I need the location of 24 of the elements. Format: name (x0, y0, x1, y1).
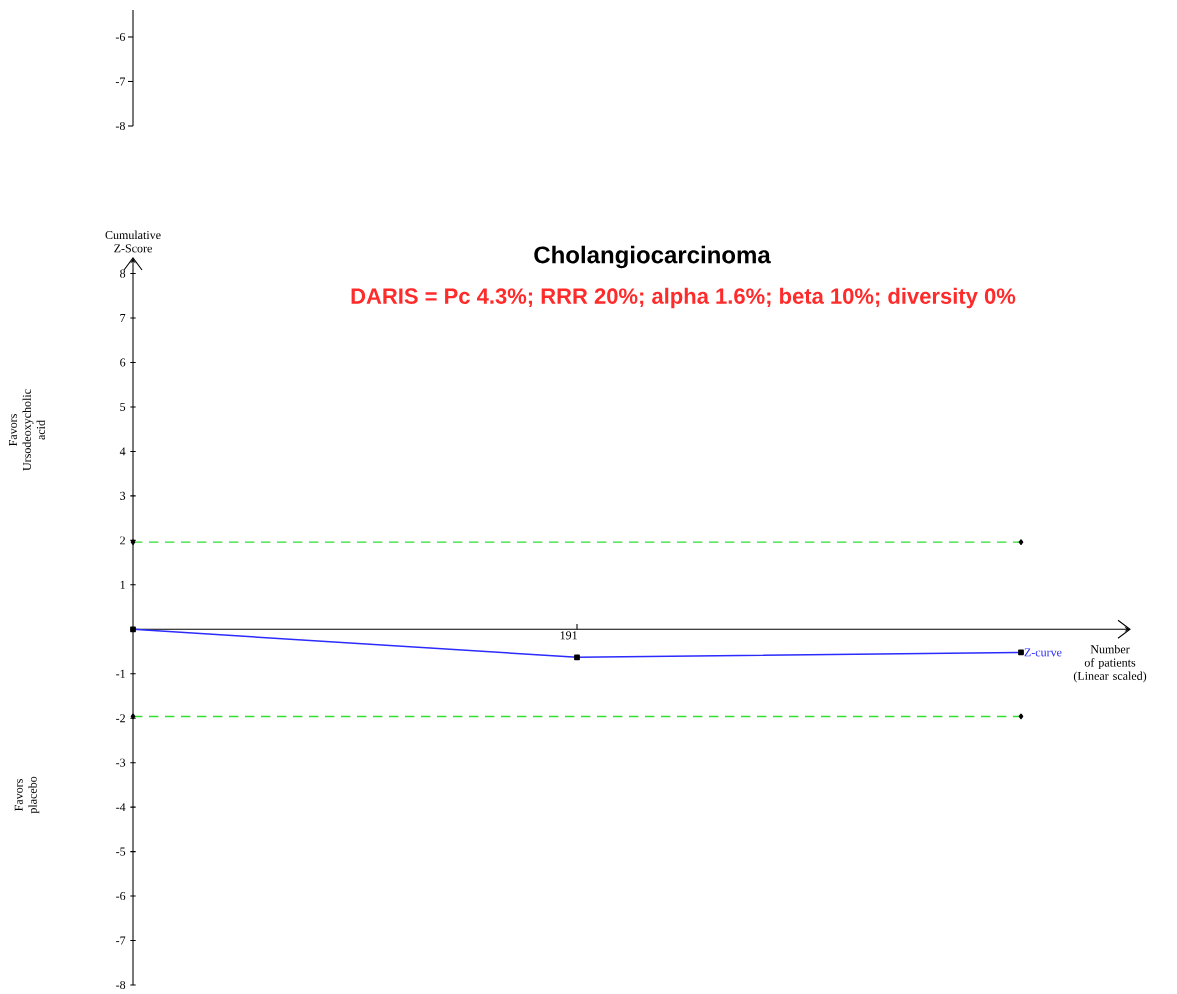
text: DARIS = Pc 4.3%; RRR 20%; alpha 1.6%; beta 10%; diversity 0% (351, 287, 1016, 309)
y-tick-label: -2 (116, 714, 125, 723)
y-tick-label: 3 (120, 491, 126, 500)
y-tick-label: -4 (116, 803, 126, 812)
y-tick-label: -7 (116, 936, 126, 945)
y-tick-label: -3 (116, 758, 126, 767)
y-tick-label: -6 (116, 892, 126, 901)
y-tick-label: -8 (116, 980, 126, 990)
y-tick-label: 6 (120, 358, 126, 367)
y-tick-label: 4 (119, 447, 126, 456)
text: Favors placebo (14, 776, 40, 814)
y-tick-label: -1 (116, 669, 125, 678)
x-axis-title: Number of patients (Linear scaled) (1073, 644, 1147, 683)
text: Favors Ursodeoxycholic acid (9, 389, 45, 471)
y-tick-label: 5 (120, 402, 126, 411)
chart-title: Cholangiocarcinoma (534, 245, 771, 269)
y-tick-label: -5 (116, 847, 126, 856)
y-tick-label: 7 (120, 314, 126, 322)
series-label: Z-curve (1024, 648, 1062, 657)
y-axis-title: Cumulative Z-Score (105, 230, 161, 253)
y-tick-label: 8 (120, 269, 126, 278)
y-tick-label: 1 (120, 580, 125, 589)
x-tick-label: 191 (560, 631, 577, 640)
y-tick-label: 2 (120, 536, 125, 545)
